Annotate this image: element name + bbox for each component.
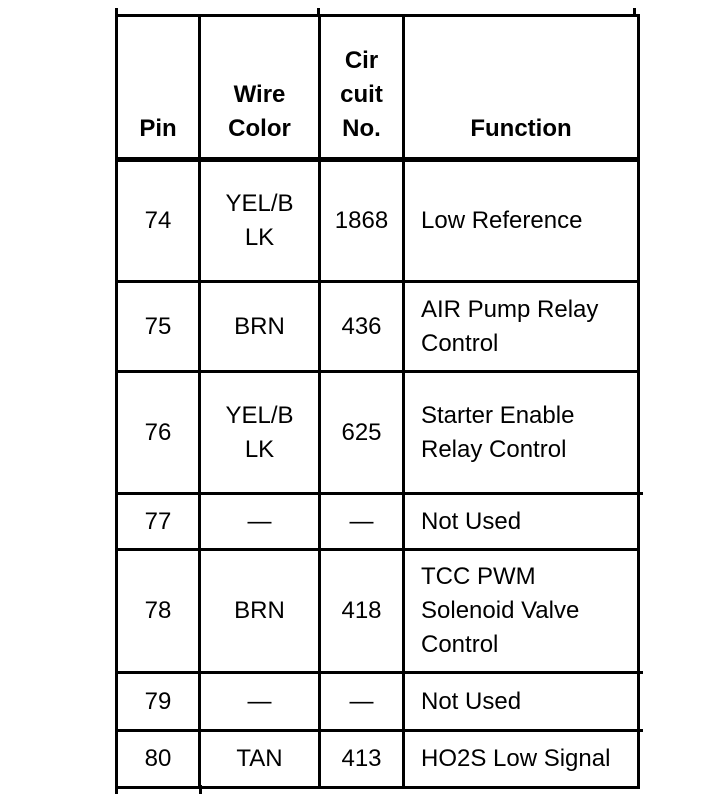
wire-color-header: Wire Color xyxy=(198,14,321,162)
table-row-pin-78: 78 BRN 418 TCC PWM Solenoid Valve Contro… xyxy=(115,548,640,674)
right-row-line-overshoot xyxy=(633,492,643,495)
circuit-no-cell: 418 xyxy=(318,548,405,674)
wire-color-cell: TAN xyxy=(198,729,321,789)
function-cell: Low Reference xyxy=(402,158,640,283)
pin-cell: 79 xyxy=(115,671,201,732)
bottom-left-column-line-stub xyxy=(115,785,118,794)
pin-header: Pin xyxy=(115,14,201,162)
table-row-pin-77: 77 — — Not Used xyxy=(115,492,640,551)
pin-cell: 74 xyxy=(115,158,201,283)
table-row-pin-80: 80 TAN 413 HO2S Low Signal xyxy=(115,729,640,789)
circuit-no-cell: — xyxy=(318,671,405,732)
table-row-pin-76: 76 YEL/B LK 625 Starter Enable Relay Con… xyxy=(115,370,640,495)
connector-pinout-table: Pin Wire Color Cir cuit No. Function 74 … xyxy=(115,14,640,789)
circuit-no-cell: 436 xyxy=(318,280,405,373)
header-row: Pin Wire Color Cir cuit No. Function xyxy=(115,14,640,162)
function-cell: Starter Enable Relay Control xyxy=(402,370,640,495)
top-right-column-line-stub xyxy=(633,8,636,17)
function-cell: HO2S Low Signal xyxy=(402,729,640,789)
top-middle-column-line-stub xyxy=(317,8,320,17)
pin-cell: 77 xyxy=(115,492,201,551)
circuit-no-cell: 413 xyxy=(318,729,405,789)
circuit-no-cell: — xyxy=(318,492,405,551)
pin-cell: 78 xyxy=(115,548,201,674)
right-row-line-overshoot xyxy=(633,671,643,674)
wire-color-cell: — xyxy=(198,492,321,551)
bottom-middle-column-line-stub xyxy=(199,785,202,794)
wire-color-cell: BRN xyxy=(198,548,321,674)
wire-color-cell: BRN xyxy=(198,280,321,373)
pin-cell: 80 xyxy=(115,729,201,789)
table-row-pin-74: 74 YEL/B LK 1868 Low Reference xyxy=(115,158,640,283)
table-row-pin-79: 79 — — Not Used xyxy=(115,671,640,732)
table-row-pin-75: 75 BRN 436 AIR Pump Relay Control xyxy=(115,280,640,373)
function-cell: TCC PWM Solenoid Valve Control xyxy=(402,548,640,674)
connector-pinout-table-wrap: Pin Wire Color Cir cuit No. Function 74 … xyxy=(115,8,643,794)
top-left-column-line-stub xyxy=(115,8,118,17)
circuit-no-header: Cir cuit No. xyxy=(318,14,405,162)
function-cell: Not Used xyxy=(402,671,640,732)
wire-color-cell: YEL/B LK xyxy=(198,370,321,495)
circuit-no-cell: 1868 xyxy=(318,158,405,283)
function-cell: AIR Pump Relay Control xyxy=(402,280,640,373)
function-cell: Not Used xyxy=(402,492,640,551)
function-header: Function xyxy=(402,14,640,162)
wire-color-cell: — xyxy=(198,671,321,732)
right-row-line-overshoot xyxy=(633,729,643,732)
pin-cell: 76 xyxy=(115,370,201,495)
wire-color-cell: YEL/B LK xyxy=(198,158,321,283)
pin-cell: 75 xyxy=(115,280,201,373)
circuit-no-cell: 625 xyxy=(318,370,405,495)
